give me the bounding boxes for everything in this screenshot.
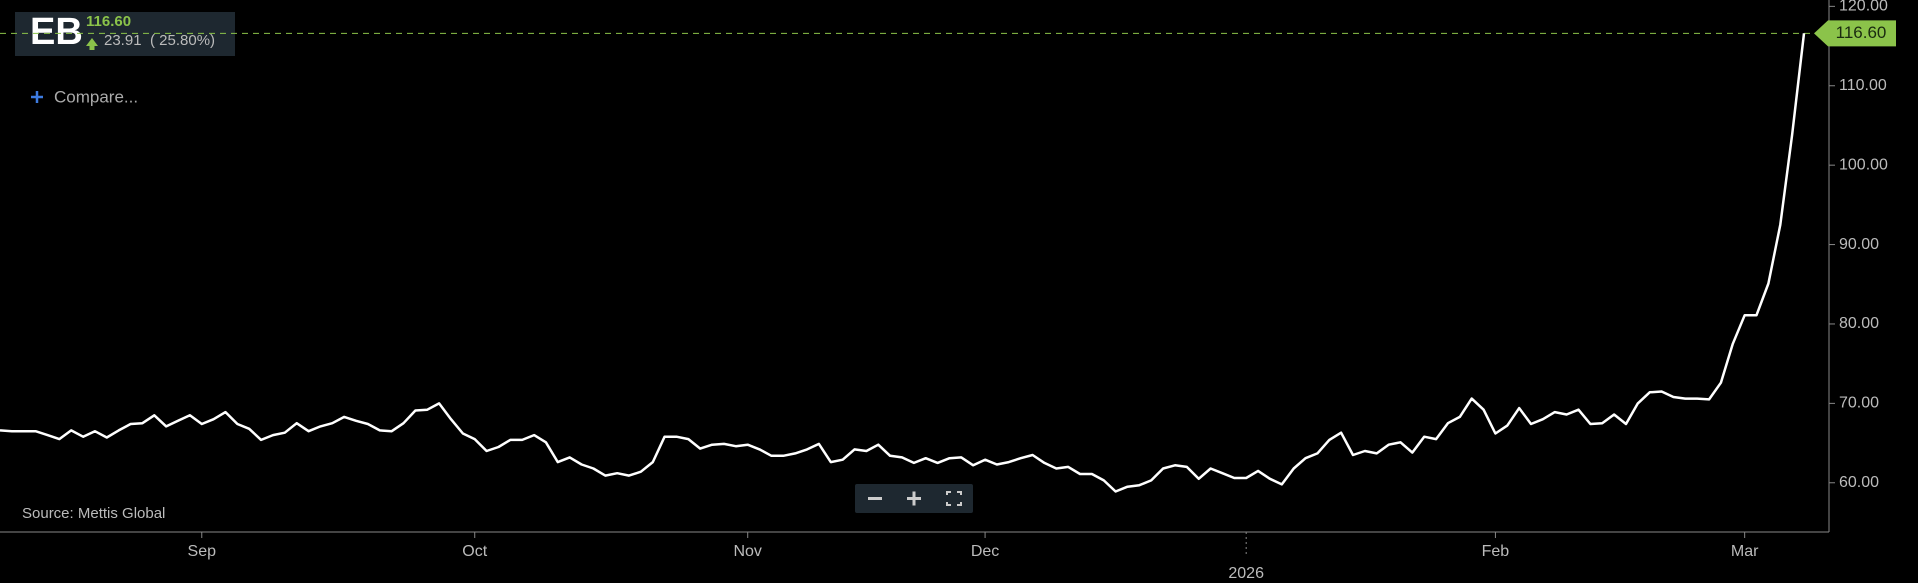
x-tick-label: Oct: [462, 543, 487, 560]
plus-icon: [31, 91, 43, 103]
price-line: [0, 33, 1806, 493]
x-tick-label: Mar: [1731, 543, 1759, 560]
last-price-label: 116.60: [1836, 23, 1887, 42]
compare-button[interactable]: Compare...: [31, 87, 138, 106]
compare-label[interactable]: Compare...: [54, 87, 138, 106]
price: 116.60: [86, 13, 131, 30]
zoom-controls: [855, 484, 973, 513]
x-tick-label: Nov: [733, 543, 761, 560]
zoom-in[interactable]: [907, 491, 921, 506]
y-tick-label: 60.00: [1839, 474, 1879, 491]
y-tick-label: 90.00: [1839, 236, 1879, 253]
fullscreen[interactable]: [946, 491, 962, 506]
x-tick-label: Feb: [1482, 543, 1510, 560]
y-tick-label: 120.00: [1839, 0, 1888, 15]
x-tick-label: Sep: [188, 543, 217, 560]
y-tick-label: 70.00: [1839, 395, 1879, 412]
change-pct: ( 25.80%): [150, 32, 215, 49]
up-arrow: [86, 38, 98, 50]
symbol-box: [15, 12, 235, 56]
source: Source: Mettis Global: [22, 505, 165, 522]
y-tick-label: 80.00: [1839, 315, 1879, 332]
last-price-tag: [1814, 20, 1896, 47]
y-tick-label: 110.00: [1839, 77, 1887, 94]
change: 23.91: [104, 32, 142, 49]
y-tick-label: 100.00: [1839, 156, 1888, 173]
symbol: EB: [30, 11, 83, 53]
x-tick-label: Dec: [971, 543, 999, 560]
x-tick-label: 2026: [1228, 565, 1264, 582]
